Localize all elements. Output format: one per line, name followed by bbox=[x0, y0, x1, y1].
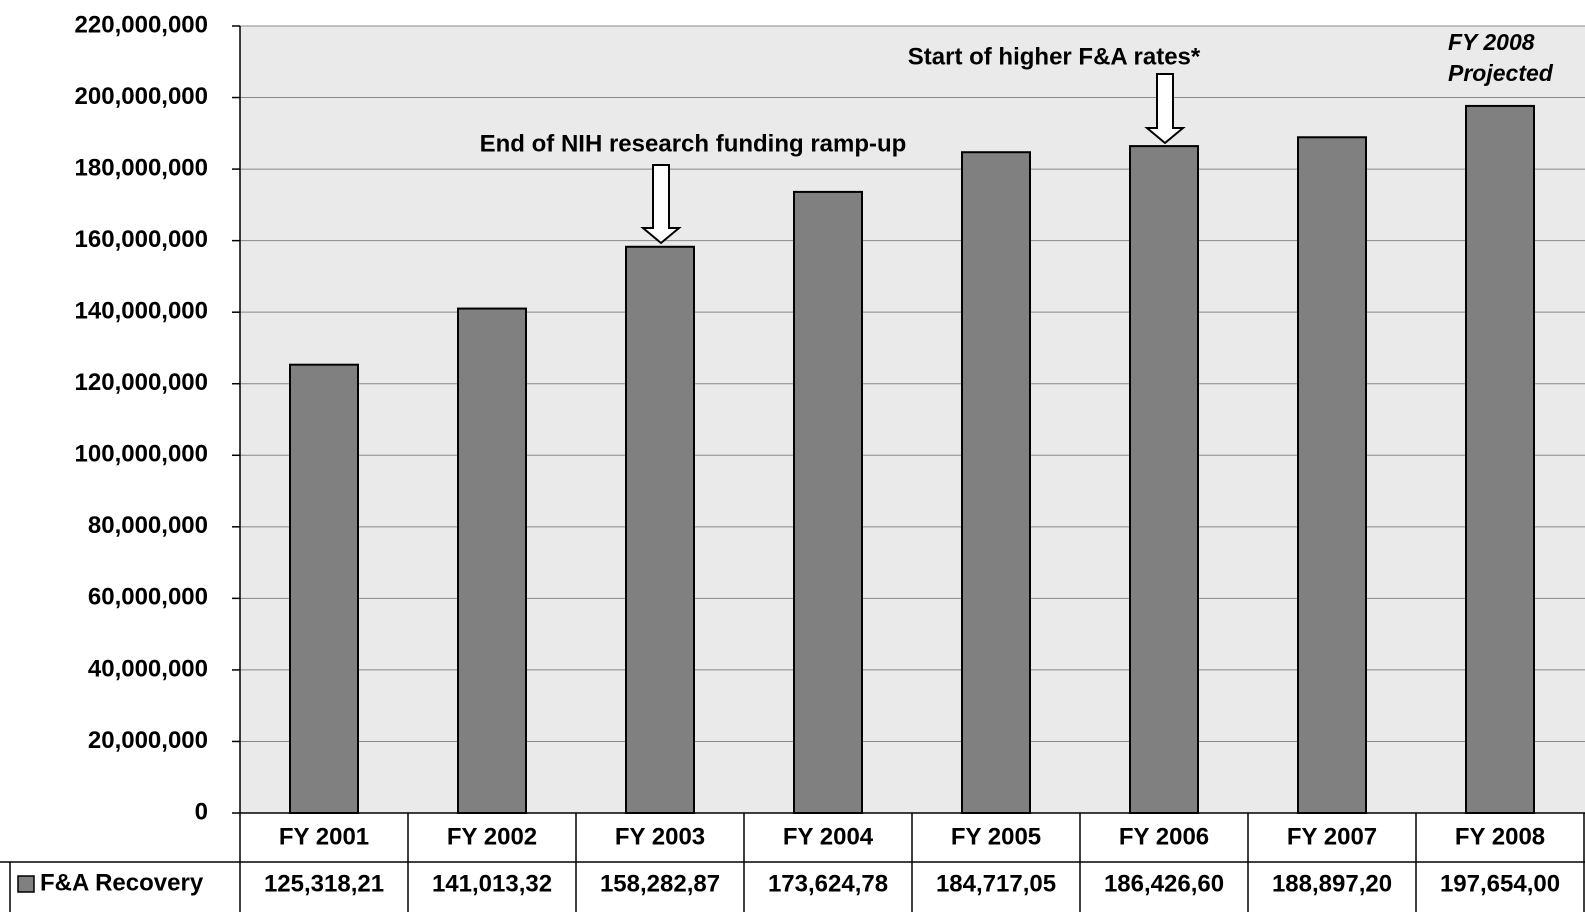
projection-note: FY 2008 bbox=[1448, 29, 1535, 55]
y-tick-label: 120,000,000 bbox=[75, 369, 208, 396]
x-tick-label: FY 2007 bbox=[1287, 823, 1377, 850]
table-value: 173,624,78 bbox=[768, 870, 888, 897]
y-tick-label: 40,000,000 bbox=[88, 655, 208, 682]
table-value: 188,897,20 bbox=[1272, 870, 1392, 897]
legend-label: F&A Recovery bbox=[40, 869, 204, 896]
y-tick-label: 80,000,000 bbox=[88, 512, 208, 539]
y-tick-label: 220,000,000 bbox=[75, 11, 208, 38]
bar bbox=[1297, 136, 1367, 815]
x-tick-label: FY 2001 bbox=[279, 823, 369, 850]
y-tick-label: 140,000,000 bbox=[75, 298, 208, 325]
table-value: 141,013,32 bbox=[432, 870, 552, 897]
table-value: 184,717,05 bbox=[936, 870, 1056, 897]
table-value: 197,654,00 bbox=[1440, 870, 1560, 897]
bar bbox=[1129, 145, 1199, 815]
x-tick-label: FY 2004 bbox=[783, 823, 874, 850]
y-tick-label: 60,000,000 bbox=[88, 584, 208, 611]
x-tick-label: FY 2002 bbox=[447, 823, 537, 850]
y-tick-label: 180,000,000 bbox=[75, 154, 208, 181]
table-value: 125,318,21 bbox=[264, 870, 384, 897]
table-value: 158,282,87 bbox=[600, 870, 720, 897]
bar bbox=[625, 245, 695, 815]
projection-note: Projected bbox=[1448, 60, 1554, 86]
annotation: End of NIH research funding ramp-up bbox=[480, 130, 907, 157]
bar bbox=[793, 190, 863, 815]
x-tick-label: FY 2003 bbox=[615, 823, 705, 850]
x-tick-label: FY 2008 bbox=[1455, 823, 1545, 850]
x-tick-label: FY 2005 bbox=[951, 823, 1041, 850]
annotation-arrow bbox=[1144, 73, 1186, 145]
y-tick-label: 200,000,000 bbox=[75, 83, 208, 110]
y-tick-label: 20,000,000 bbox=[88, 727, 208, 754]
y-tick-label: 0 bbox=[195, 798, 208, 825]
table-value: 186,426,60 bbox=[1104, 870, 1224, 897]
annotation: Start of higher F&A rates* bbox=[908, 43, 1201, 70]
legend-swatch bbox=[17, 875, 35, 893]
bar bbox=[1465, 104, 1535, 814]
x-tick-label: FY 2006 bbox=[1119, 823, 1209, 850]
bar bbox=[961, 151, 1031, 814]
y-tick-label: 160,000,000 bbox=[75, 226, 208, 253]
bar bbox=[289, 363, 359, 814]
annotation-arrow bbox=[640, 164, 682, 245]
plot-background bbox=[240, 26, 1585, 813]
bar bbox=[457, 307, 527, 814]
y-tick-label: 100,000,000 bbox=[75, 441, 208, 468]
